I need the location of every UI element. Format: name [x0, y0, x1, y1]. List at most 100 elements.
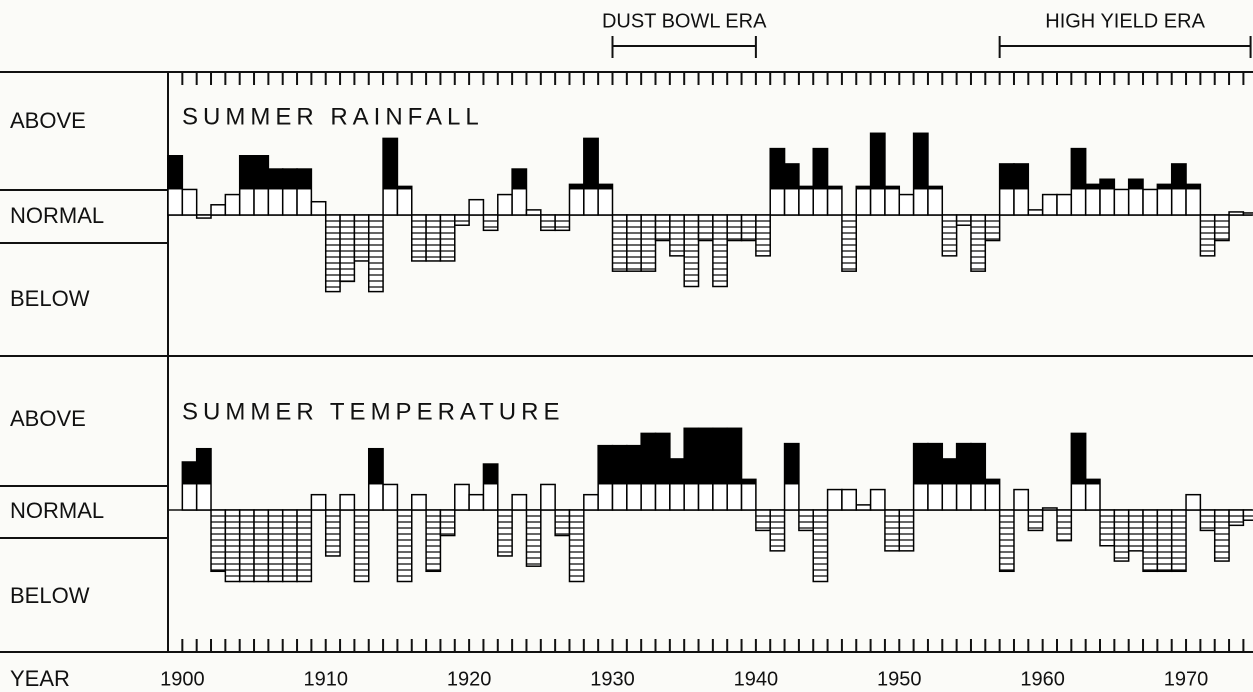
bar — [1228, 211, 1245, 216]
bar — [826, 185, 843, 216]
bar — [941, 214, 958, 257]
bar — [984, 214, 1001, 242]
bar — [726, 214, 743, 242]
x-axis-label: YEAR — [10, 666, 70, 691]
bar — [1041, 193, 1058, 216]
bar — [310, 200, 327, 216]
x-tick-label: 1950 — [877, 668, 922, 690]
bar — [1242, 509, 1253, 521]
bar — [468, 198, 485, 216]
above-fill — [698, 428, 713, 485]
bar — [382, 483, 399, 511]
bar — [210, 509, 227, 573]
bar — [1199, 509, 1216, 532]
above-fill — [282, 169, 298, 190]
above-fill — [583, 138, 599, 190]
bar — [1113, 509, 1130, 562]
series-title: SUMMER RAINFALL — [182, 103, 484, 130]
bar — [1185, 493, 1202, 511]
above-fill — [784, 443, 799, 485]
above-fill — [1186, 184, 1201, 190]
above-fill — [1100, 179, 1115, 190]
x-tick-label: 1960 — [1020, 668, 1065, 690]
bar — [224, 193, 241, 216]
above-fill — [196, 448, 212, 485]
above-fill — [970, 443, 986, 485]
bar — [339, 214, 356, 283]
bar — [367, 214, 384, 293]
bar — [554, 509, 571, 537]
bar — [697, 214, 714, 242]
above-fill — [254, 155, 269, 190]
above-fill — [1128, 179, 1144, 190]
above-fill — [626, 445, 642, 485]
above-fill — [1071, 148, 1086, 190]
above-fill — [884, 186, 900, 190]
above-fill — [383, 138, 398, 190]
above-fill — [956, 443, 971, 485]
bar — [927, 185, 944, 216]
above-fill — [913, 443, 928, 485]
level-label: ABOVE — [10, 108, 86, 133]
bar — [1142, 188, 1159, 216]
level-label: NORMAL — [10, 203, 104, 228]
bar — [841, 488, 858, 511]
bar — [884, 185, 901, 216]
above-fill — [712, 428, 728, 485]
bar — [210, 204, 227, 216]
above-fill — [1013, 163, 1029, 190]
above-fill — [727, 428, 742, 485]
above-fill — [942, 458, 957, 485]
above-fill — [684, 428, 699, 485]
above-fill — [1157, 184, 1172, 190]
bar — [998, 509, 1015, 573]
bar — [482, 214, 499, 232]
above-fill — [913, 133, 928, 190]
level-label: BELOW — [10, 583, 90, 608]
bar — [310, 493, 327, 511]
bar — [1242, 212, 1253, 216]
bar — [1027, 209, 1044, 216]
bar — [324, 509, 341, 557]
level-label: ABOVE — [10, 406, 86, 431]
bar — [755, 214, 771, 257]
above-fill — [1085, 479, 1101, 485]
bar — [869, 488, 886, 511]
x-tick-label: 1910 — [303, 668, 348, 690]
above-fill — [784, 163, 799, 190]
above-fill — [985, 479, 1000, 485]
above-fill — [927, 186, 943, 190]
bar — [1027, 509, 1044, 532]
x-tick-label: 1940 — [734, 668, 779, 690]
bar — [1142, 509, 1159, 573]
above-fill — [669, 458, 685, 485]
annotation: HIGH YIELD ERA — [1045, 10, 1205, 32]
bar — [855, 504, 872, 511]
bar — [411, 493, 427, 511]
bar — [425, 214, 442, 262]
bar — [769, 509, 786, 552]
above-fill — [168, 155, 183, 190]
bar — [1056, 509, 1073, 542]
bar — [525, 209, 542, 216]
x-tick-label: 1930 — [590, 668, 635, 690]
bar — [798, 509, 814, 532]
x-tick-label: 1900 — [160, 668, 205, 690]
bar — [439, 214, 456, 262]
above-fill — [870, 133, 885, 190]
bar — [583, 493, 599, 511]
bar — [396, 185, 413, 216]
bar — [353, 214, 370, 262]
bar — [540, 483, 556, 511]
above-fill — [655, 433, 670, 485]
above-fill — [827, 186, 842, 190]
bar — [1228, 509, 1245, 527]
above-fill — [397, 186, 412, 190]
bar — [1170, 509, 1187, 573]
above-fill — [598, 184, 613, 190]
bar — [855, 185, 872, 216]
bar — [439, 509, 456, 537]
bar — [339, 493, 356, 511]
above-fill — [770, 148, 785, 190]
